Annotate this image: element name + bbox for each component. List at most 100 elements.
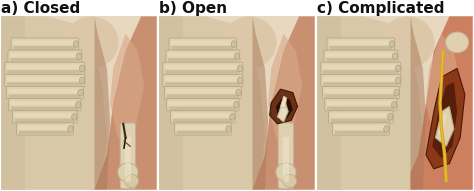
Polygon shape bbox=[1, 16, 107, 190]
FancyBboxPatch shape bbox=[323, 82, 399, 86]
Ellipse shape bbox=[68, 126, 73, 132]
Ellipse shape bbox=[76, 53, 82, 60]
FancyBboxPatch shape bbox=[11, 38, 79, 50]
FancyBboxPatch shape bbox=[176, 125, 229, 130]
Polygon shape bbox=[318, 16, 341, 190]
FancyBboxPatch shape bbox=[325, 95, 397, 98]
FancyBboxPatch shape bbox=[171, 46, 234, 49]
FancyBboxPatch shape bbox=[1, 16, 156, 190]
Polygon shape bbox=[410, 16, 473, 190]
FancyBboxPatch shape bbox=[322, 87, 400, 99]
Ellipse shape bbox=[392, 53, 398, 60]
FancyBboxPatch shape bbox=[163, 74, 243, 87]
FancyBboxPatch shape bbox=[165, 82, 241, 86]
Ellipse shape bbox=[395, 77, 401, 84]
Ellipse shape bbox=[72, 113, 77, 120]
Ellipse shape bbox=[237, 65, 243, 72]
FancyBboxPatch shape bbox=[5, 62, 85, 74]
FancyBboxPatch shape bbox=[9, 89, 82, 93]
Polygon shape bbox=[94, 16, 110, 190]
FancyBboxPatch shape bbox=[335, 131, 387, 134]
Text: c) Complicated: c) Complicated bbox=[318, 1, 445, 16]
Polygon shape bbox=[277, 101, 288, 122]
FancyBboxPatch shape bbox=[324, 89, 397, 93]
Polygon shape bbox=[276, 98, 293, 120]
FancyBboxPatch shape bbox=[5, 74, 85, 87]
Ellipse shape bbox=[380, 16, 435, 68]
FancyBboxPatch shape bbox=[7, 70, 82, 74]
FancyBboxPatch shape bbox=[10, 53, 80, 57]
FancyBboxPatch shape bbox=[169, 38, 237, 50]
Ellipse shape bbox=[394, 89, 399, 96]
Polygon shape bbox=[318, 16, 423, 190]
Ellipse shape bbox=[389, 41, 395, 47]
FancyBboxPatch shape bbox=[329, 40, 392, 45]
Polygon shape bbox=[281, 96, 287, 108]
Ellipse shape bbox=[64, 16, 118, 68]
FancyBboxPatch shape bbox=[7, 82, 82, 86]
Polygon shape bbox=[253, 16, 268, 190]
FancyBboxPatch shape bbox=[125, 137, 131, 182]
FancyBboxPatch shape bbox=[173, 119, 233, 122]
FancyBboxPatch shape bbox=[165, 70, 241, 74]
FancyBboxPatch shape bbox=[169, 107, 237, 110]
FancyBboxPatch shape bbox=[18, 125, 71, 130]
Ellipse shape bbox=[226, 126, 231, 132]
Ellipse shape bbox=[79, 77, 85, 84]
FancyBboxPatch shape bbox=[335, 125, 387, 130]
FancyBboxPatch shape bbox=[19, 131, 71, 134]
FancyBboxPatch shape bbox=[318, 16, 473, 190]
FancyBboxPatch shape bbox=[164, 87, 241, 99]
FancyBboxPatch shape bbox=[13, 46, 76, 49]
FancyBboxPatch shape bbox=[278, 123, 294, 189]
FancyBboxPatch shape bbox=[173, 113, 233, 118]
FancyBboxPatch shape bbox=[321, 74, 401, 87]
Polygon shape bbox=[1, 16, 25, 190]
FancyBboxPatch shape bbox=[11, 101, 79, 106]
FancyBboxPatch shape bbox=[167, 95, 239, 98]
Ellipse shape bbox=[73, 41, 79, 47]
FancyBboxPatch shape bbox=[328, 111, 393, 123]
Ellipse shape bbox=[125, 174, 139, 187]
FancyBboxPatch shape bbox=[168, 58, 237, 62]
Polygon shape bbox=[253, 16, 315, 190]
Ellipse shape bbox=[276, 163, 296, 182]
Ellipse shape bbox=[229, 113, 235, 120]
FancyBboxPatch shape bbox=[323, 70, 399, 74]
FancyBboxPatch shape bbox=[6, 87, 83, 99]
Polygon shape bbox=[435, 106, 454, 146]
FancyBboxPatch shape bbox=[15, 113, 75, 118]
FancyBboxPatch shape bbox=[166, 89, 239, 93]
FancyBboxPatch shape bbox=[321, 62, 401, 74]
FancyBboxPatch shape bbox=[171, 111, 235, 123]
FancyBboxPatch shape bbox=[330, 113, 391, 118]
FancyBboxPatch shape bbox=[13, 111, 77, 123]
Ellipse shape bbox=[384, 126, 389, 132]
FancyBboxPatch shape bbox=[327, 101, 395, 106]
FancyBboxPatch shape bbox=[10, 58, 80, 62]
Ellipse shape bbox=[231, 41, 237, 47]
FancyBboxPatch shape bbox=[332, 123, 389, 135]
FancyBboxPatch shape bbox=[167, 99, 239, 111]
FancyBboxPatch shape bbox=[159, 16, 315, 190]
FancyBboxPatch shape bbox=[329, 46, 392, 49]
Ellipse shape bbox=[395, 65, 401, 72]
Ellipse shape bbox=[283, 174, 297, 187]
FancyBboxPatch shape bbox=[171, 40, 235, 45]
FancyBboxPatch shape bbox=[327, 38, 395, 50]
Polygon shape bbox=[110, 34, 144, 138]
FancyBboxPatch shape bbox=[327, 107, 395, 110]
Polygon shape bbox=[426, 34, 460, 138]
Polygon shape bbox=[438, 113, 446, 136]
Ellipse shape bbox=[79, 65, 85, 72]
FancyBboxPatch shape bbox=[166, 50, 240, 62]
FancyBboxPatch shape bbox=[326, 53, 396, 57]
FancyBboxPatch shape bbox=[283, 137, 289, 182]
Ellipse shape bbox=[392, 101, 397, 108]
FancyBboxPatch shape bbox=[324, 50, 398, 62]
FancyBboxPatch shape bbox=[177, 131, 229, 134]
FancyBboxPatch shape bbox=[120, 123, 136, 189]
FancyBboxPatch shape bbox=[331, 119, 391, 122]
Polygon shape bbox=[426, 68, 465, 169]
Ellipse shape bbox=[75, 101, 81, 108]
